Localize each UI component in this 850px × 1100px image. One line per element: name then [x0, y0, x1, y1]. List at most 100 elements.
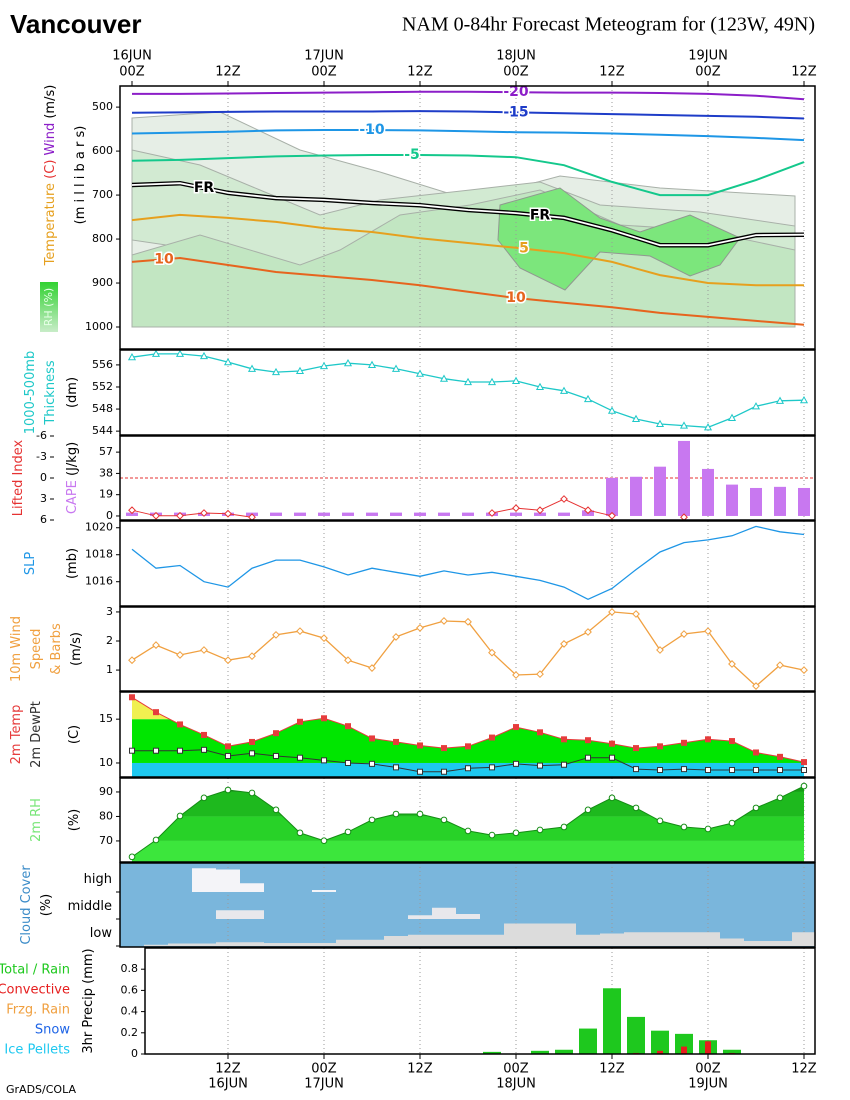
bar	[294, 512, 306, 516]
marker	[559, 386, 569, 394]
marker	[631, 414, 641, 423]
cloud-bar	[408, 934, 432, 946]
x-tick-label: 12Z	[215, 1062, 241, 1077]
y-axis-label: 2m Temp	[9, 705, 24, 765]
y-tick-label: 0.4	[121, 1005, 139, 1018]
bar	[510, 512, 522, 516]
bar	[678, 440, 690, 516]
precip-bar	[603, 988, 621, 1054]
y2-tick-label: 3	[40, 492, 47, 505]
marker	[441, 745, 447, 752]
marker	[416, 624, 424, 632]
marker	[391, 364, 401, 372]
bar	[390, 512, 402, 516]
marker	[680, 823, 688, 831]
y-tick-label: 548	[92, 402, 113, 415]
marker	[415, 369, 425, 377]
marker	[200, 509, 208, 517]
marker	[177, 747, 183, 754]
y-axis-label-part: Speed	[29, 629, 44, 670]
marker	[609, 754, 615, 761]
credit: GrADS/COLA	[6, 1083, 76, 1096]
y-axis-label-part: Cloud Cover	[19, 865, 34, 945]
marker	[560, 823, 568, 831]
y-axis-label: (%)	[67, 809, 82, 832]
bar	[462, 512, 474, 516]
cloud-bar	[288, 943, 312, 946]
marker	[657, 766, 663, 773]
rh-region	[131, 189, 796, 328]
rh-legend	[40, 282, 58, 332]
marker	[248, 789, 256, 797]
y-axis-label-part: (%)	[39, 894, 54, 917]
y-tick-label: 1	[106, 663, 113, 676]
marker	[608, 608, 616, 616]
isotherm-label: -15	[503, 104, 528, 120]
y2-tick-label: -6	[36, 429, 47, 442]
y-axis-label: 1000-500mb	[23, 351, 38, 435]
marker	[489, 734, 495, 741]
x-tick-label: 00Z	[119, 65, 145, 80]
y-axis-label: Speed	[29, 629, 44, 670]
cloud-bar	[192, 868, 216, 892]
y-tick-label: 19	[99, 488, 113, 501]
marker	[151, 349, 161, 357]
marker	[368, 664, 376, 672]
isotherm-label: 5	[519, 241, 529, 257]
marker	[776, 794, 784, 802]
y-tick-label: 80	[99, 809, 113, 822]
marker	[729, 738, 735, 745]
y-axis-label-part: & Barbs	[49, 623, 64, 675]
y-axis-label: SLP	[23, 552, 38, 575]
cloud-bar	[744, 941, 768, 946]
y-axis-label: Cloud Cover	[19, 865, 34, 945]
cloud-bar	[384, 936, 408, 946]
bar	[774, 486, 786, 516]
isotherm-label: -20	[503, 84, 529, 100]
marker	[488, 648, 496, 657]
marker	[704, 627, 712, 636]
marker	[297, 754, 303, 761]
marker	[176, 812, 184, 820]
y-axis-label-part: (m i l l i b a r s)	[73, 126, 88, 225]
y-tick-label: 10	[99, 756, 113, 769]
y-tick-label: 0	[131, 1047, 138, 1060]
marker	[200, 794, 208, 802]
marker	[152, 836, 160, 844]
marker	[561, 736, 567, 743]
marker	[439, 374, 449, 382]
marker	[224, 509, 232, 518]
marker	[512, 829, 520, 837]
x-tick-label: 12Z	[599, 1062, 625, 1077]
y-axis-label: (m/s)	[69, 632, 84, 666]
y-tick-label: 15	[99, 712, 113, 725]
marker	[536, 506, 544, 515]
marker	[679, 421, 689, 429]
marker	[800, 666, 808, 674]
y-tick-label: 0.2	[121, 1026, 139, 1039]
y-axis-label: (dm)	[65, 377, 80, 408]
marker	[801, 766, 807, 773]
marker	[297, 718, 303, 725]
bar	[126, 512, 138, 516]
marker	[295, 366, 305, 375]
cloud-bar	[432, 934, 456, 946]
marker	[536, 826, 544, 834]
x-tick-label: 12Z	[599, 65, 625, 80]
cloud-bar	[144, 944, 168, 946]
y-axis-label-part: 2m DewPt	[29, 701, 44, 768]
precip-bar	[723, 1049, 741, 1054]
marker	[225, 752, 231, 759]
panel-frame	[144, 947, 816, 1055]
marker	[703, 423, 713, 431]
marker	[633, 745, 639, 752]
y-tick-label: 70	[99, 834, 113, 847]
y-tick-label: low	[90, 926, 113, 941]
x-tick-label: 12Z	[407, 65, 433, 80]
y-axis-label-part: CAPE	[65, 480, 80, 514]
y-axis-label: (mb)	[65, 548, 80, 579]
marker	[585, 754, 591, 761]
marker	[224, 656, 232, 665]
y-axis-label-part: (m/s)	[43, 85, 58, 123]
